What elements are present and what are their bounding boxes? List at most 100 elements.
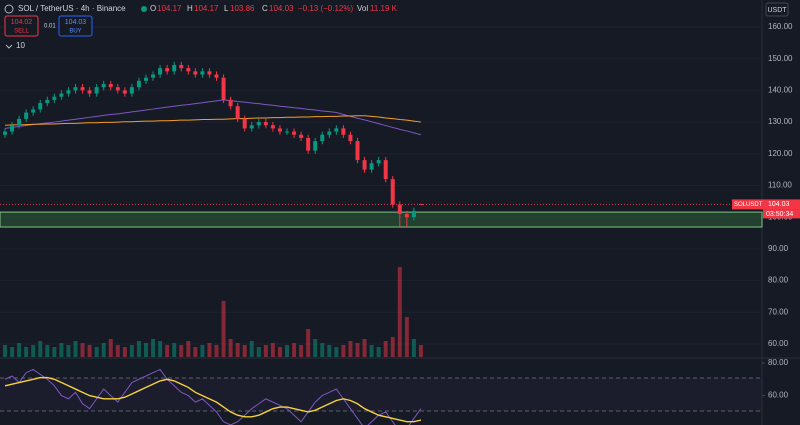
volume-bar bbox=[59, 343, 64, 357]
volume-bar bbox=[404, 317, 409, 357]
volume-bar bbox=[383, 341, 388, 357]
candle-body bbox=[136, 80, 141, 88]
candle-body bbox=[397, 204, 402, 215]
candle-body bbox=[59, 93, 64, 97]
candle-body bbox=[3, 131, 7, 135]
sell-label: SELL bbox=[14, 29, 29, 35]
candle-body bbox=[52, 96, 57, 100]
currency: USDT bbox=[767, 7, 787, 14]
sell-price: 104.02 bbox=[11, 19, 33, 26]
candle-body bbox=[411, 210, 416, 218]
volume-bar bbox=[334, 347, 339, 357]
y-tick-label: 140.00 bbox=[768, 85, 793, 94]
volume-bar bbox=[151, 339, 156, 357]
candle-body bbox=[144, 77, 148, 81]
volume-bar bbox=[10, 347, 15, 357]
candle-body bbox=[235, 106, 240, 119]
candle-body bbox=[24, 112, 29, 119]
spread: 0.01 bbox=[44, 24, 56, 30]
countdown-tag bbox=[763, 209, 800, 219]
quote-change: −0.13 (−0.12%) bbox=[298, 4, 353, 13]
candle-body bbox=[45, 99, 50, 104]
quote-value: 104.17 bbox=[194, 4, 219, 13]
candle-body bbox=[228, 99, 233, 107]
candle-body bbox=[66, 90, 71, 94]
y-tick-label: 90.00 bbox=[768, 244, 789, 253]
volume-bar bbox=[115, 345, 120, 357]
volume-bar bbox=[270, 343, 275, 357]
status-dot bbox=[141, 6, 147, 12]
volume-bar bbox=[299, 345, 304, 357]
volume-bar bbox=[249, 341, 254, 357]
zone bbox=[0, 211, 763, 228]
candle-body bbox=[172, 64, 177, 72]
candle-body bbox=[341, 128, 346, 135]
candle-body bbox=[122, 90, 127, 94]
volume-bar bbox=[17, 343, 22, 357]
moving-average bbox=[4, 99, 422, 136]
sell-button[interactable] bbox=[4, 15, 39, 37]
volume-bar bbox=[186, 341, 191, 357]
candle-body bbox=[207, 71, 212, 75]
candle-body bbox=[320, 134, 325, 142]
price-tag bbox=[732, 199, 800, 210]
symbol-icon[interactable] bbox=[4, 4, 14, 14]
candle-body bbox=[313, 141, 318, 151]
rsi-band-fill bbox=[0, 378, 762, 411]
volume-bar bbox=[52, 347, 57, 357]
volume-bar bbox=[341, 345, 346, 357]
quote-label: C bbox=[262, 4, 268, 13]
moving-average bbox=[4, 115, 422, 126]
candle-body bbox=[369, 163, 374, 170]
candle-body bbox=[115, 87, 120, 91]
currency-button[interactable] bbox=[765, 2, 789, 17]
volume-bar bbox=[144, 343, 148, 357]
collapse-icon[interactable] bbox=[5, 44, 13, 49]
y-tick-label: 150.00 bbox=[768, 54, 793, 63]
candle-body bbox=[158, 68, 163, 75]
volume-bar bbox=[221, 301, 226, 357]
title: SOL / TetherUS · 4h · Binance bbox=[18, 4, 126, 13]
quote-label: Vol bbox=[357, 4, 368, 13]
buy-price: 104.03 bbox=[65, 19, 87, 26]
candle-body bbox=[292, 131, 297, 135]
candle-body bbox=[10, 125, 15, 132]
candle-body bbox=[17, 118, 22, 126]
volume-bar bbox=[136, 341, 141, 357]
volume-bar bbox=[94, 347, 99, 357]
candle-body bbox=[285, 131, 289, 133]
rsi-tick-label: 60.00 bbox=[768, 391, 789, 400]
volume-bar bbox=[31, 345, 36, 357]
candle-body bbox=[277, 128, 282, 132]
price-tag-price: 104.03 bbox=[768, 201, 790, 208]
candle-body bbox=[94, 87, 99, 94]
buy-button[interactable] bbox=[58, 15, 93, 37]
candle-body bbox=[334, 128, 339, 132]
candle-body bbox=[73, 87, 78, 91]
candle-body bbox=[270, 125, 275, 129]
candle-body bbox=[165, 68, 170, 72]
y-tick-label: 60.00 bbox=[768, 339, 789, 348]
candle-body bbox=[327, 131, 332, 135]
volume-bar bbox=[277, 347, 282, 357]
indicator-count: 10 bbox=[16, 41, 25, 50]
volume-bar bbox=[214, 345, 219, 357]
candle-body bbox=[31, 109, 36, 113]
volume-bar bbox=[348, 341, 353, 357]
candle-body bbox=[376, 160, 381, 164]
quote-value: 104.03 bbox=[269, 4, 294, 13]
volume-bar bbox=[390, 337, 395, 357]
volume-bar bbox=[172, 343, 177, 357]
rsi-line bbox=[4, 376, 422, 423]
volume-bar bbox=[108, 339, 113, 357]
quote-label: O bbox=[150, 4, 156, 13]
candle-body bbox=[263, 122, 268, 126]
candle-body bbox=[299, 134, 304, 138]
rsi-line bbox=[4, 368, 422, 425]
candle-body bbox=[80, 87, 85, 91]
candle-body bbox=[200, 71, 205, 75]
candle-body bbox=[179, 64, 184, 69]
volume-bar bbox=[418, 345, 423, 357]
candle-body bbox=[242, 118, 247, 129]
y-tick-label: 160.00 bbox=[768, 22, 793, 31]
